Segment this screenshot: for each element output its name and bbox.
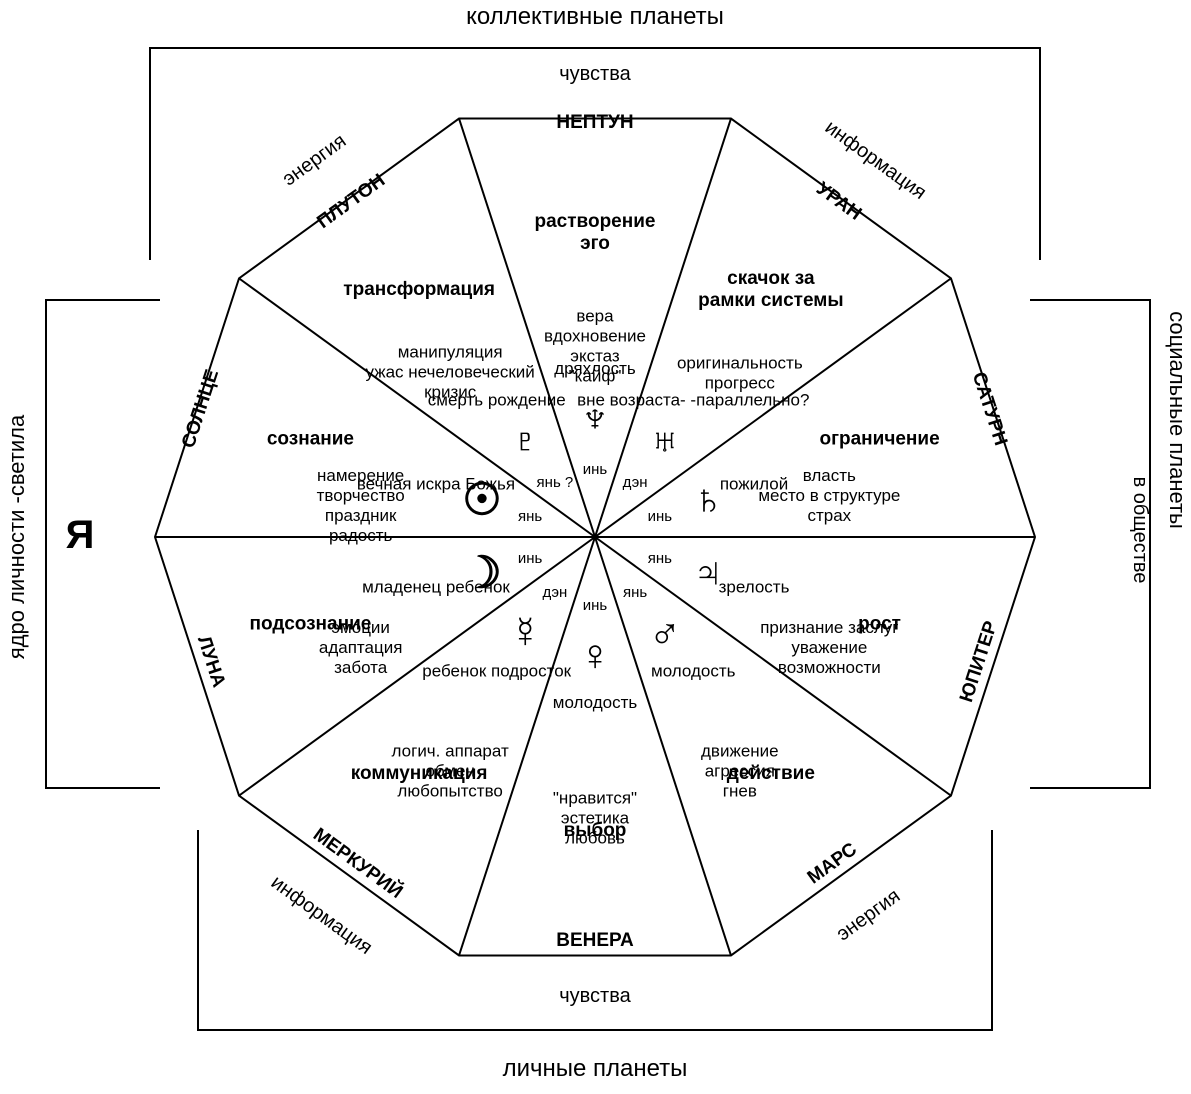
trait-jupiter-0: признание заслуг [760,618,898,637]
outer-label-left: ядро личности -светила [4,414,29,659]
trait-mercury-1: обмен [425,761,474,780]
trait-venus-0: "нравится" [553,788,637,807]
symbol-moon: ☽ [462,549,501,598]
trait-venus-1: эстетика [561,808,630,827]
bracket-label-0: энергия [279,130,351,191]
polarity-mars: янь [623,584,647,601]
outer-label-top: коллективные планеты [466,3,724,30]
bracket-label-4: чувства [559,985,631,1007]
age-venus: молодость [553,693,638,712]
trait-neptune-1: вдохновение [544,327,646,346]
keyword-uranus: скачок за [727,268,815,289]
polarity-mercury: дэн [542,584,567,601]
polarity-uranus: дэн [623,474,648,491]
trait-mars-0: движение [701,741,779,760]
trait-mercury-2: любопытство [397,781,502,800]
age-neptune: дряхлость [554,359,636,378]
keyword-neptune: растворение [535,211,656,232]
trait-jupiter-2: возможности [778,658,881,677]
trait-sun-3: радость [329,526,393,545]
keyword-pluto: трансформация [343,279,495,300]
polarity-neptune: инь [583,461,608,478]
trait-uranus-0: оригинальность [677,354,803,373]
polarity-saturn: инь [648,508,673,525]
polarity-sun: янь [518,508,542,525]
age-mercury: ребенок подросток [422,661,571,680]
symbol-mars: ♂ [648,608,681,657]
sector-neptune: НЕПТУНрастворениеэговеравдохновениеэкста… [535,112,656,478]
trait-neptune-0: вера [576,307,614,326]
planet-name-sun: СОЛНЦЕ [178,367,223,451]
age-jupiter: зрелость [719,578,790,597]
planet-name-uranus: УРАН [812,178,865,225]
polarity-moon: инь [518,550,543,567]
planet-name-pluto: ПЛУТОН [313,170,389,233]
outer-label-ya: Я [66,513,95,557]
planet-name-neptune: НЕПТУН [556,112,633,133]
bracket-label-5: энергия [833,885,905,946]
trait-saturn-0: власть [803,466,856,485]
symbol-saturn: ♄ [691,475,724,524]
bracket-label-1: чувства [559,63,631,85]
trait-venus-2: любовь [565,828,625,847]
keyword-sun: сознание [267,429,354,450]
symbol-mercury: ☿ [509,608,542,657]
age-mars: молодость [651,661,736,680]
keyword-uranus: рамки системы [698,290,843,311]
age-uranus: вне возраста- -параллельно? [577,391,809,410]
outer-label-bottom: личные планеты [503,1055,688,1082]
age-pluto: смерть рождение [428,391,566,410]
polarity-jupiter: янь [648,550,672,567]
trait-mars-1: агрессия [705,761,775,780]
trait-mars-2: гнев [723,781,757,800]
symbol-uranus: ♅ [648,416,681,465]
trait-moon-2: забота [334,658,388,677]
planet-name-saturn: САТУРН [968,370,1011,449]
trait-pluto-1: ужас нечеловеческий [366,363,535,382]
planet-diagram: НЕПТУНрастворениеэговеравдохновениеэкста… [0,0,1191,1094]
polarity-venus: инь [583,597,608,614]
symbol-jupiter: ♃ [691,549,724,598]
trait-moon-0: эмоции [331,618,390,637]
center-point [592,534,598,540]
trait-sun-2: праздник [325,506,397,525]
polarity-pluto: янь ? [537,474,574,491]
symbol-pluto: ♇ [509,416,542,465]
symbol-sun: ☉ [462,475,501,524]
trait-pluto-0: манипуляция [398,343,503,362]
outer-label-right_a: социальные планеты [1165,311,1190,529]
sector-jupiter: ЮПИТЕРростпризнание заслугуважениевозмож… [648,549,1002,705]
bracket-left [46,300,160,788]
outer-label-right_b: в обществе [1129,477,1151,584]
keyword-neptune: эго [580,233,610,254]
symbol-venus: ♀ [579,631,612,680]
trait-moon-1: адаптация [319,638,403,657]
trait-mercury-0: логич. аппарат [392,741,509,760]
keyword-saturn: ограничение [819,429,939,450]
planet-name-venus: ВЕНЕРА [556,930,634,951]
planet-name-moon: ЛУНА [193,633,229,690]
trait-jupiter-1: уважение [791,638,867,657]
sector-venus: ВЕНЕРАвыбор"нравится"эстетикалюбовьмолод… [553,597,638,951]
age-saturn: пожилой [720,474,788,493]
trait-saturn-2: страх [807,506,851,525]
planet-name-mercury: МЕРКУРИЙ [309,823,407,903]
